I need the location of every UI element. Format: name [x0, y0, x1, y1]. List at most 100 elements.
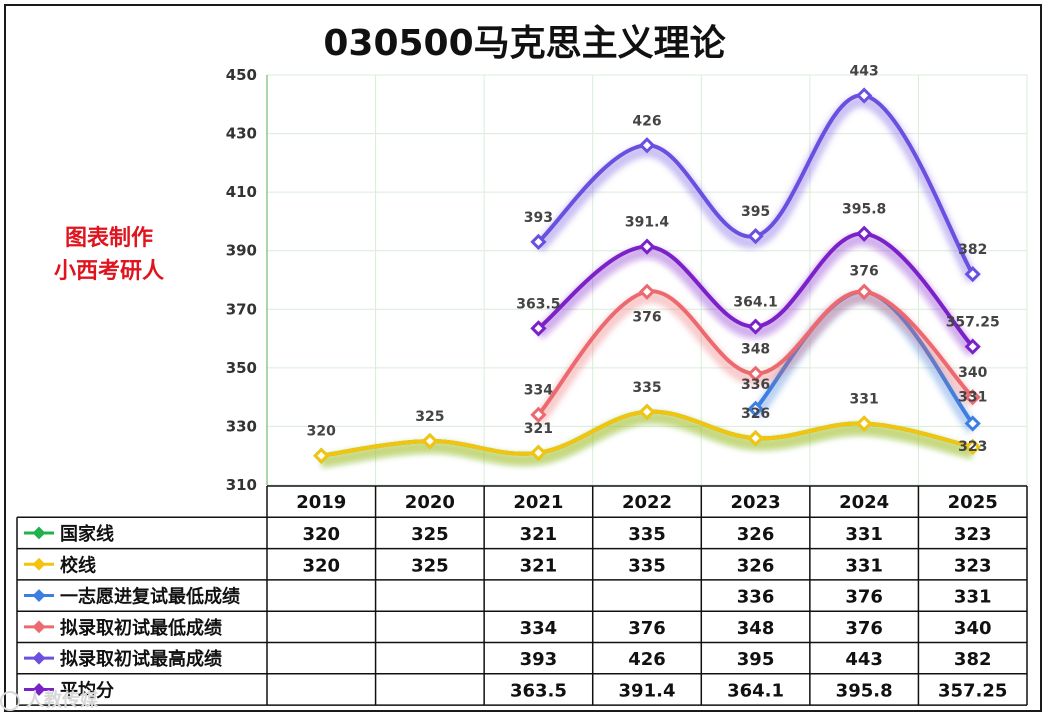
x-tick-label: 2020 [405, 492, 455, 513]
data-label: 348 [741, 342, 770, 358]
data-table: 2019 2020 2021 2022 2023 2024 2025 国家线 320 325 321… [16, 485, 1028, 706]
data-label: 320 [307, 424, 336, 440]
table-cell: 364.1 [727, 680, 784, 701]
series-shadow [534, 95, 978, 284]
legend-label: 拟录取初试最低成绩 [60, 617, 222, 639]
data-point [964, 389, 981, 406]
legend-label: 平均分 [60, 679, 114, 701]
legend-marker [32, 557, 46, 571]
data-label: 325 [415, 409, 444, 425]
author-watermark: 图表制作 小西考研人 [44, 222, 174, 288]
table-cell: 363.5 [510, 680, 567, 701]
data-point [638, 403, 656, 420]
series-3 [530, 283, 981, 425]
data-label: 336 [741, 377, 770, 393]
table-row: 拟录取初试最高成绩 393 426 395 443 382 [24, 648, 992, 670]
series-4 [530, 87, 981, 284]
table-cell: 321 [520, 524, 558, 545]
data-label: 426 [632, 113, 661, 129]
table-row: 平均分 363.5 391.4 364.1 395.8 357.25 [24, 679, 1007, 701]
table-row: 拟录取初试最低成绩 334 376 348 376 340 [24, 617, 992, 639]
y-tick-label: 430 [226, 125, 257, 143]
table-cell: 348 [737, 618, 775, 639]
y-tick-label: 330 [226, 417, 257, 435]
x-tick-label: 2019 [296, 492, 346, 513]
data-label: 331 [958, 390, 987, 406]
table-cell: 376 [845, 618, 883, 639]
data-label: 376 [632, 310, 661, 326]
data-label: 382 [958, 242, 987, 258]
table-cell: 331 [845, 524, 883, 545]
x-tick-label: 2025 [948, 492, 998, 513]
legend-label: 国家线 [60, 523, 114, 545]
data-point [964, 266, 981, 283]
legend-marker [32, 651, 46, 665]
y-tick-label: 390 [226, 242, 257, 260]
table-cell: 320 [302, 555, 340, 576]
table-cell: 443 [845, 649, 883, 670]
table-cell: 395 [737, 649, 775, 670]
data-point [856, 415, 873, 432]
x-tick-label: 2023 [731, 492, 781, 513]
data-label: 331 [850, 392, 879, 408]
data-point [747, 365, 764, 382]
table-cell: 336 [737, 587, 775, 608]
table-cell: 325 [411, 555, 449, 576]
data-label: 321 [524, 421, 553, 437]
table-cell: 395.8 [836, 680, 893, 701]
table-cell: 391.4 [619, 680, 676, 701]
y-tick-label: 370 [226, 300, 257, 318]
data-label: 357.25 [946, 315, 1000, 331]
y-tick-label: 410 [226, 183, 257, 201]
y-tick-label: 350 [226, 359, 257, 377]
chart-frame [4, 4, 1042, 712]
table-row: 校线 320 325 321 335 326 331 323 [24, 554, 992, 576]
legend-marker [32, 526, 46, 540]
data-label: 340 [958, 365, 987, 381]
corner-watermark-text: 人教传媒 [26, 690, 98, 711]
table-cell: 326 [737, 524, 775, 545]
data-point [530, 233, 547, 251]
data-label: 335 [632, 380, 661, 396]
data-point [530, 444, 547, 461]
table-cell: 376 [845, 587, 883, 608]
table-cell: 334 [520, 618, 558, 639]
table-cell: 331 [954, 587, 992, 608]
data-label: 334 [524, 383, 553, 399]
table-cell: 331 [845, 555, 883, 576]
table-cell: 325 [411, 524, 449, 545]
table-row: 一志愿进复试最低成绩 336 376 331 [24, 586, 992, 608]
data-point [313, 447, 330, 464]
table-row: 国家线 320 325 321 335 326 331 323 [24, 523, 992, 545]
legend-marker [32, 620, 46, 634]
y-axis: 310 330 350 370 390 410 430 450 [226, 66, 268, 494]
data-label: 323 [958, 439, 987, 455]
data-label: 391.4 [625, 215, 670, 231]
data-point [530, 406, 547, 423]
series-line [537, 93, 975, 276]
table-cell: 335 [628, 524, 666, 545]
y-tick-label: 450 [226, 66, 257, 84]
legend-marker [32, 683, 46, 696]
logo-icon [0, 691, 20, 711]
table-cell: 376 [628, 618, 666, 639]
data-label: 364.1 [733, 295, 777, 311]
series-1 [313, 403, 981, 468]
data-point [638, 283, 656, 300]
data-label: 395.8 [842, 202, 886, 218]
series-lines [313, 87, 981, 468]
legend-label: 一志愿进复试最低成绩 [60, 586, 240, 608]
data-point [856, 283, 873, 300]
x-tick-label: 2021 [513, 492, 563, 513]
table-cell: 323 [954, 524, 992, 545]
series-5 [530, 225, 981, 357]
watermark-line-2: 小西考研人 [53, 259, 164, 284]
legend-label: 校线 [60, 554, 96, 576]
table-cell: 382 [954, 649, 992, 670]
data-point [747, 318, 764, 335]
legend-label: 拟录取初试最高成绩 [60, 648, 222, 670]
data-point [964, 415, 981, 432]
data-point [856, 225, 873, 242]
data-point [964, 338, 981, 355]
